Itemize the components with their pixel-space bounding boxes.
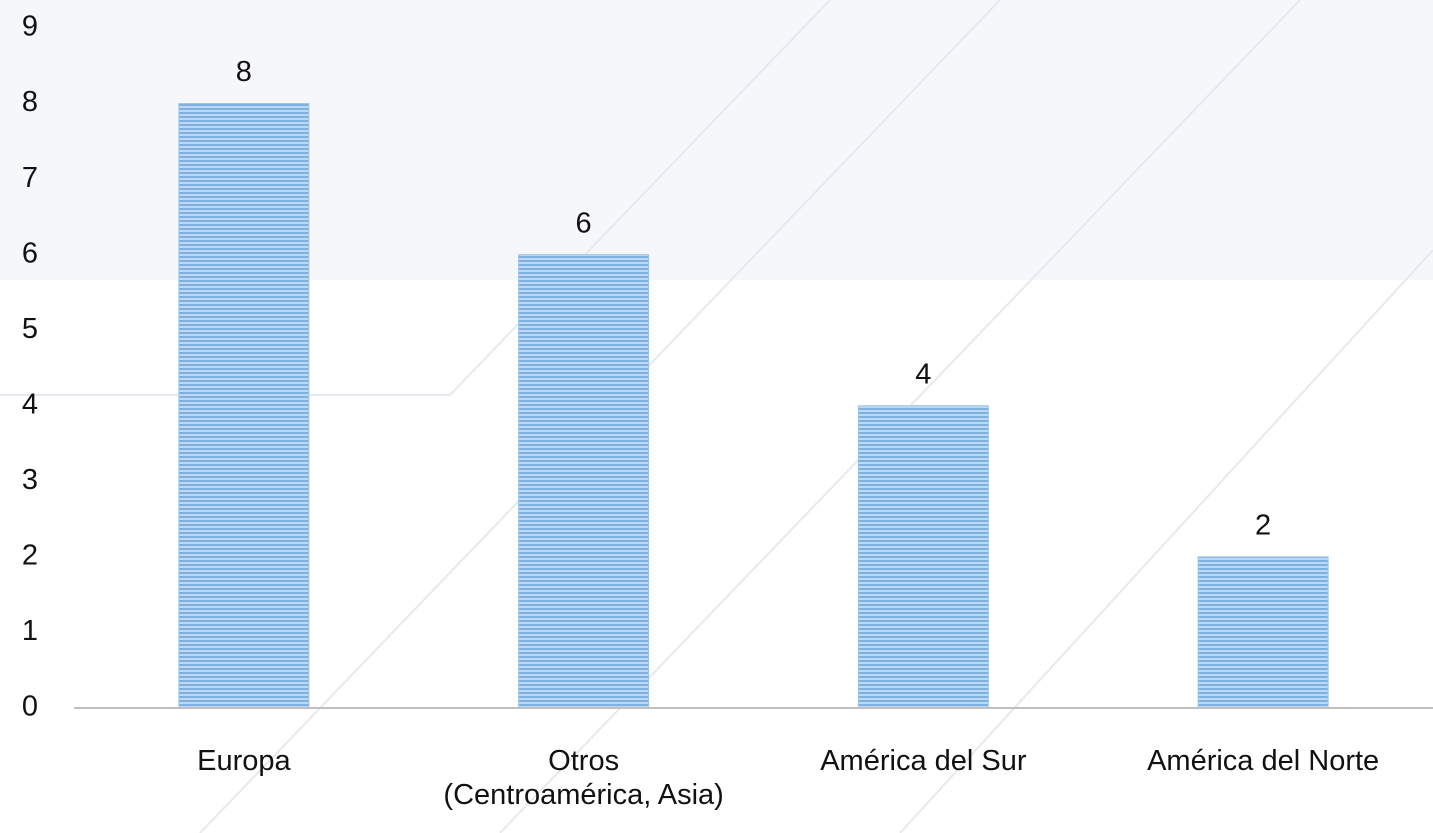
y-tick-label: 0 bbox=[22, 691, 38, 723]
value-label: 4 bbox=[915, 358, 931, 390]
y-tick-label: 2 bbox=[22, 540, 38, 572]
y-tick-label: 5 bbox=[22, 313, 38, 345]
bar bbox=[857, 405, 989, 709]
value-label: 6 bbox=[576, 207, 592, 239]
x-tick-label: Europa bbox=[197, 745, 291, 777]
bar bbox=[1197, 556, 1329, 709]
y-tick-label: 9 bbox=[22, 11, 38, 43]
value-label: 8 bbox=[236, 56, 252, 88]
y-tick-label: 4 bbox=[22, 388, 38, 420]
x-tick-label: Otros (Centroamérica, Asia) bbox=[443, 745, 724, 811]
y-tick-label: 3 bbox=[22, 464, 38, 496]
bar bbox=[178, 103, 310, 709]
y-tick-label: 7 bbox=[22, 162, 38, 194]
y-tick-label: 6 bbox=[22, 237, 38, 269]
bar bbox=[518, 254, 650, 709]
value-label: 2 bbox=[1255, 510, 1271, 542]
x-tick-label: América del Norte bbox=[1147, 745, 1380, 777]
x-tick-label: América del Sur bbox=[820, 745, 1027, 777]
y-tick-label: 8 bbox=[22, 86, 38, 118]
y-tick-label: 1 bbox=[22, 615, 38, 647]
